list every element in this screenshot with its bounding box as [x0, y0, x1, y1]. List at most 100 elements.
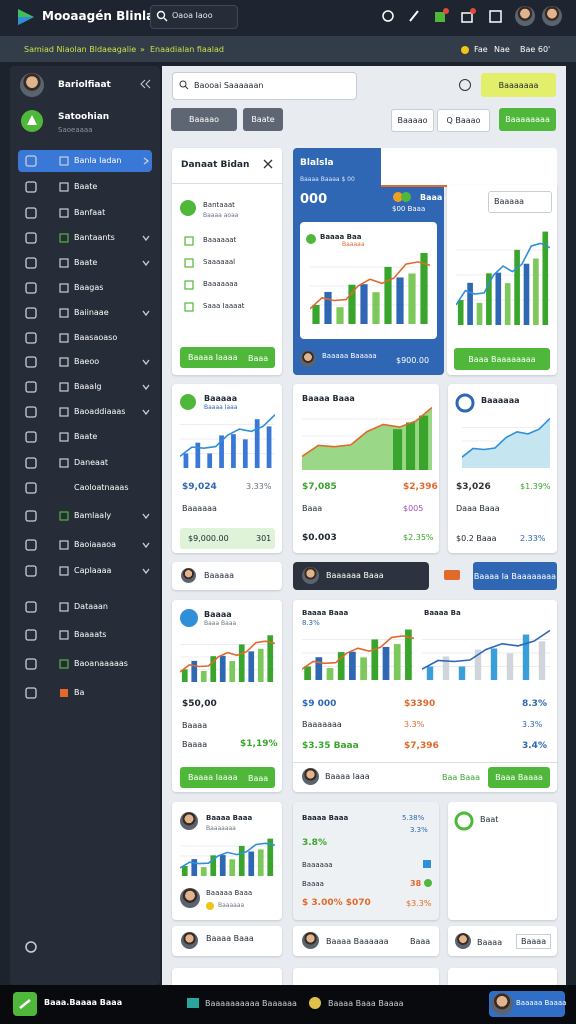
status-dot	[206, 902, 214, 910]
nav-sub-icon	[59, 208, 69, 218]
action-button[interactable]: Baaaa Ia Baaaaaaaa	[473, 562, 557, 590]
nav-item[interactable]: Baoanaaaaas	[74, 659, 128, 668]
breadcrumb[interactable]: Samiad Niaolan Bldaeagalie	[24, 45, 137, 54]
order-item[interactable]: Saaaaaal	[203, 258, 236, 266]
decor-bar	[348, 284, 356, 324]
nav-item[interactable]: Baate	[74, 258, 98, 267]
export-button[interactable]: Baaaao	[391, 109, 434, 132]
nav-sub-icon	[59, 283, 69, 293]
sales-button[interactable]: Baaaa Iaaaa	[180, 767, 275, 788]
footer-link[interactable]: Baaaa Baaa Baaaa	[328, 999, 404, 1008]
nav-item[interactable]: Banla Iadan	[74, 156, 122, 165]
nav-item[interactable]: Baagas	[74, 283, 104, 292]
decor-bar	[267, 838, 274, 876]
footer-button[interactable]: Baaa Baaaa	[488, 767, 550, 788]
nav-item[interactable]: Daneaat	[74, 458, 108, 467]
search-icon	[156, 10, 168, 22]
filter-button[interactable]: Baaaao	[171, 108, 237, 131]
nav-item[interactable]: Caplaaaa	[74, 566, 112, 575]
nav-icon	[25, 431, 37, 443]
side-button[interactable]: Baaa Baaaaaaaa	[454, 348, 550, 370]
primary-button[interactable]: Baaaaaaa	[481, 73, 556, 97]
chart-graphic	[180, 414, 275, 468]
sales-title: Baaaa	[204, 610, 232, 619]
nav-item[interactable]: Dataaan	[74, 602, 108, 611]
compare-cell: $7,396	[404, 741, 439, 751]
avatar[interactable]	[515, 6, 535, 26]
select[interactable]	[488, 191, 552, 213]
decor-bar	[229, 859, 236, 876]
order-button[interactable]: Baaaa Iaaaa	[180, 347, 275, 368]
decor-bar	[257, 648, 264, 682]
decor-bar	[210, 855, 217, 876]
chevron-path	[142, 260, 150, 267]
decor-line	[180, 414, 275, 458]
compare-card	[293, 600, 557, 792]
item-icon-box	[184, 258, 194, 268]
view-button[interactable]: Baate	[243, 108, 283, 131]
decor-bar	[405, 629, 412, 680]
nav-item[interactable]: Baiinaae	[74, 308, 109, 317]
search-select[interactable]	[172, 72, 357, 100]
settings-icon[interactable]	[24, 940, 38, 954]
compare-cell: $3.35 Baaa	[302, 741, 359, 751]
order-item[interactable]: Baaaaaat	[203, 236, 237, 244]
stats-label: Baaa	[420, 193, 443, 202]
query-button[interactable]: Q Baaao	[437, 109, 490, 132]
search-text: Oaoa Iaoo	[172, 11, 213, 20]
nav-sub-icon	[59, 566, 69, 576]
order-card	[172, 148, 282, 375]
nav-item[interactable]: Baoiaaaoa	[74, 540, 117, 549]
nav-item[interactable]: Ba	[74, 688, 85, 697]
nav-item[interactable]: Baoaddiaaas	[74, 407, 126, 416]
help-icon[interactable]	[458, 78, 472, 92]
order-item[interactable]: Bantaaat	[203, 201, 235, 209]
chevron-path	[142, 359, 150, 366]
kpi-card	[172, 384, 282, 553]
nav-item[interactable]: Caoloatnaaas	[74, 483, 129, 492]
footer-logo	[13, 992, 37, 1016]
sales-button-side: Baaa	[248, 774, 269, 783]
stats-subtitle: Baaaa Baaaa $ 00	[300, 176, 355, 183]
decor-bar	[523, 263, 530, 325]
nav-item[interactable]: Baate	[74, 182, 98, 191]
header-icons[interactable]	[380, 8, 510, 26]
order-item[interactable]: Baaaaaaa	[203, 280, 238, 288]
decor-bar	[360, 284, 368, 324]
chart-title: Baaaa Baa	[320, 233, 362, 241]
nav-sub-icon	[59, 357, 69, 367]
footer-link[interactable]: Baa Baaa	[442, 773, 481, 782]
nav-item[interactable]: Baaalg	[74, 382, 102, 391]
nav-active[interactable]	[18, 150, 152, 172]
close-icon[interactable]	[263, 159, 273, 169]
nav-sub-icon	[59, 659, 69, 669]
order-item[interactable]: Saaa Iaaaat	[203, 302, 245, 310]
card-title: Danaat Bidan	[181, 160, 250, 170]
decor-bar	[349, 651, 356, 680]
collapse-icon[interactable]	[139, 79, 151, 89]
decor-bar	[191, 859, 198, 876]
nav-item[interactable]: Baate	[74, 432, 98, 441]
nav-icon	[25, 629, 37, 641]
row-text: Baaaa	[477, 938, 503, 947]
card-peek	[293, 968, 439, 988]
avatar[interactable]	[20, 73, 44, 97]
stats-sub: $00 Baaa	[392, 205, 426, 213]
nav-icon	[25, 381, 37, 393]
kpi-footer-side: 2.33%	[520, 534, 546, 543]
nav-icon	[25, 232, 37, 244]
nav-item[interactable]: Bantaants	[74, 233, 115, 242]
note-title: Baat	[480, 815, 499, 824]
row-text: Baaaa Baaaaaa	[326, 937, 389, 946]
footer-link[interactable]: Baaaaaaaaaa Baaaaaa	[205, 999, 297, 1008]
create-button[interactable]: Baaaaaaaa	[499, 108, 556, 131]
avatar[interactable]	[542, 6, 562, 26]
nav-item[interactable]: Baasaoaso	[74, 333, 118, 342]
nav-item[interactable]: Baeoo	[74, 357, 100, 366]
nav-item[interactable]: Baaaats	[74, 630, 107, 639]
nav-item[interactable]: Banfaat	[74, 208, 106, 217]
row-side[interactable]: Baaaa	[516, 934, 552, 949]
nav-item[interactable]: Bamlaaly	[74, 511, 112, 520]
kpi-value: $7,085	[302, 482, 337, 492]
chart-graphic	[180, 838, 275, 876]
